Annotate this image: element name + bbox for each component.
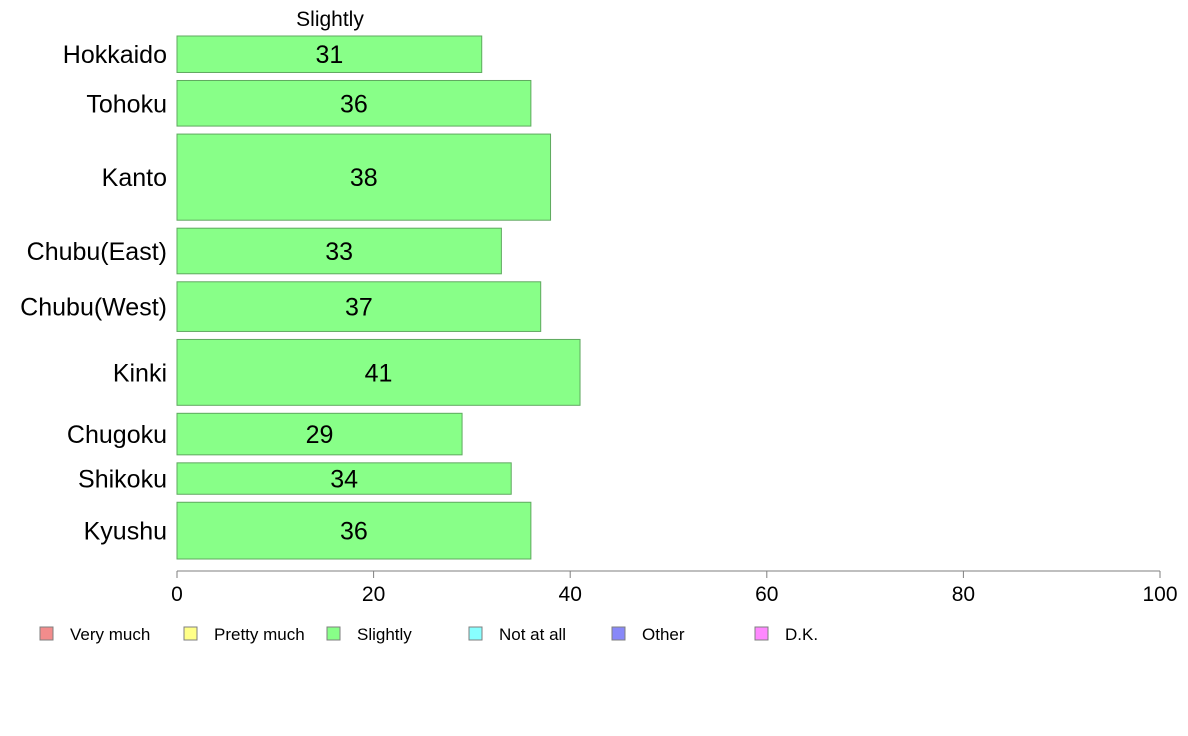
category-label: Kyushu <box>84 518 167 546</box>
bar-shikoku <box>176 462 512 495</box>
legend-swatch <box>183 626 198 641</box>
bar-value-label: 33 <box>325 238 353 266</box>
bar-chubu-east- <box>176 227 502 275</box>
bar-kanto <box>176 133 552 221</box>
legend-swatch <box>326 626 341 641</box>
bar-kinki <box>176 338 581 406</box>
legend: Very much Pretty much Slightly Not at all Ot… <box>39 625 818 644</box>
legend-label: D.K. <box>785 625 818 644</box>
category-label: Tohoku <box>86 90 167 118</box>
bar-value-label: 36 <box>340 518 368 546</box>
legend-swatch <box>611 626 626 641</box>
chart-title: Slightly <box>296 8 364 31</box>
bar-value-label: 36 <box>340 90 368 118</box>
legend-label: Not at all <box>499 625 566 644</box>
bar-value-label: 38 <box>350 164 378 192</box>
x-tick-label: 60 <box>755 583 778 606</box>
category-label: Hokkaido <box>63 41 167 69</box>
bar-kyushu <box>176 501 532 560</box>
category-label: Chubu(East) <box>27 238 167 266</box>
x-axis: 0 20 40 60 80 100 <box>171 570 1178 606</box>
bar-hokkaido <box>176 35 483 73</box>
x-tick-label: 80 <box>952 583 975 606</box>
category-label: Chugoku <box>67 421 167 449</box>
bar-tohoku <box>176 79 532 127</box>
legend-label: Very much <box>70 625 150 644</box>
category-label: Kinki <box>113 359 167 387</box>
category-label: Shikoku <box>78 466 167 494</box>
x-tick-label: 100 <box>1142 583 1177 606</box>
x-tick-label: 40 <box>559 583 582 606</box>
bar-value-label: 37 <box>345 294 373 322</box>
legend-swatch <box>39 626 54 641</box>
bar-value-label: 41 <box>365 359 393 387</box>
x-tick-label: 20 <box>362 583 385 606</box>
bar-chubu-west- <box>176 281 542 332</box>
legend-label: Slightly <box>357 625 412 644</box>
legend-swatch <box>754 626 769 641</box>
bar-chugoku <box>176 412 463 456</box>
category-label: Kanto <box>102 164 167 192</box>
x-tick-label: 0 <box>171 583 183 606</box>
legend-swatch <box>468 626 483 641</box>
bar-value-label: 34 <box>330 466 358 494</box>
bar-value-label: 31 <box>315 41 343 69</box>
bars-group: Hokkaido 31 Tohoku 36 Kanto 38 Chubu(East) 33 Ch… <box>20 35 581 560</box>
legend-label: Other <box>642 625 685 644</box>
category-label: Chubu(West) <box>20 294 167 322</box>
bar-value-label: 29 <box>306 421 334 449</box>
legend-label: Pretty much <box>214 625 305 644</box>
